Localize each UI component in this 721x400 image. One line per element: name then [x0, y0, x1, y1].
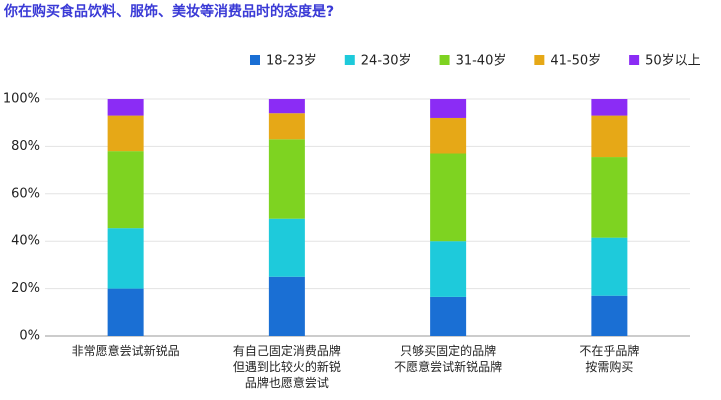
- bar-segment: [430, 117, 467, 154]
- legend-label: 18-23岁: [266, 54, 317, 69]
- x-tick-label: 不在乎品牌按需购买: [579, 344, 639, 374]
- bar-segment: [107, 115, 144, 152]
- bar-segment: [430, 99, 467, 118]
- bar-segment: [107, 99, 144, 116]
- bar-segment: [430, 153, 467, 242]
- bar-segment: [107, 151, 144, 229]
- legend-label: 41-50岁: [550, 54, 601, 69]
- y-tick-label: 60%: [11, 186, 40, 201]
- x-tick-label: 非常愿意尝试新锐品: [72, 343, 180, 358]
- legend-swatch: [250, 55, 260, 65]
- y-tick-label: 100%: [3, 92, 40, 107]
- bar-segment: [591, 295, 628, 336]
- legend-label: 50岁以上: [645, 54, 701, 69]
- x-tick-label: 只够买固定的品牌不愿意尝试新锐品牌: [394, 343, 502, 374]
- legend-swatch: [344, 55, 355, 65]
- legend-label: 24-30岁: [361, 54, 412, 69]
- x-tick-label: 有自己固定消费品牌但遇到比较火的新锐品牌也愿意尝试: [233, 343, 341, 390]
- y-tick-label: 80%: [11, 139, 40, 154]
- bar-segment: [268, 276, 305, 336]
- legend-swatch: [534, 55, 545, 65]
- bar-segment: [268, 113, 305, 140]
- y-tick-label: 40%: [11, 234, 40, 249]
- legend-swatch: [439, 55, 450, 65]
- legend-label: 31-40岁: [456, 54, 507, 69]
- legend-swatch: [629, 55, 640, 65]
- bar-segment: [591, 115, 628, 158]
- bar-segment: [430, 241, 467, 297]
- y-tick-label: 0%: [19, 329, 40, 344]
- bar-segment: [268, 218, 305, 277]
- bar-segment: [591, 99, 628, 116]
- bar-segment: [268, 99, 305, 114]
- bar-segment: [591, 157, 628, 238]
- bar-segment: [107, 288, 144, 336]
- bar-segment: [268, 139, 305, 219]
- bar-segment: [591, 237, 628, 296]
- bar-segment: [107, 228, 144, 289]
- y-tick-label: 20%: [11, 281, 40, 296]
- bar-segment: [430, 296, 467, 336]
- chart-title: 你在购买食品饮料、服饰、美妆等消费品时的态度是?: [3, 3, 334, 20]
